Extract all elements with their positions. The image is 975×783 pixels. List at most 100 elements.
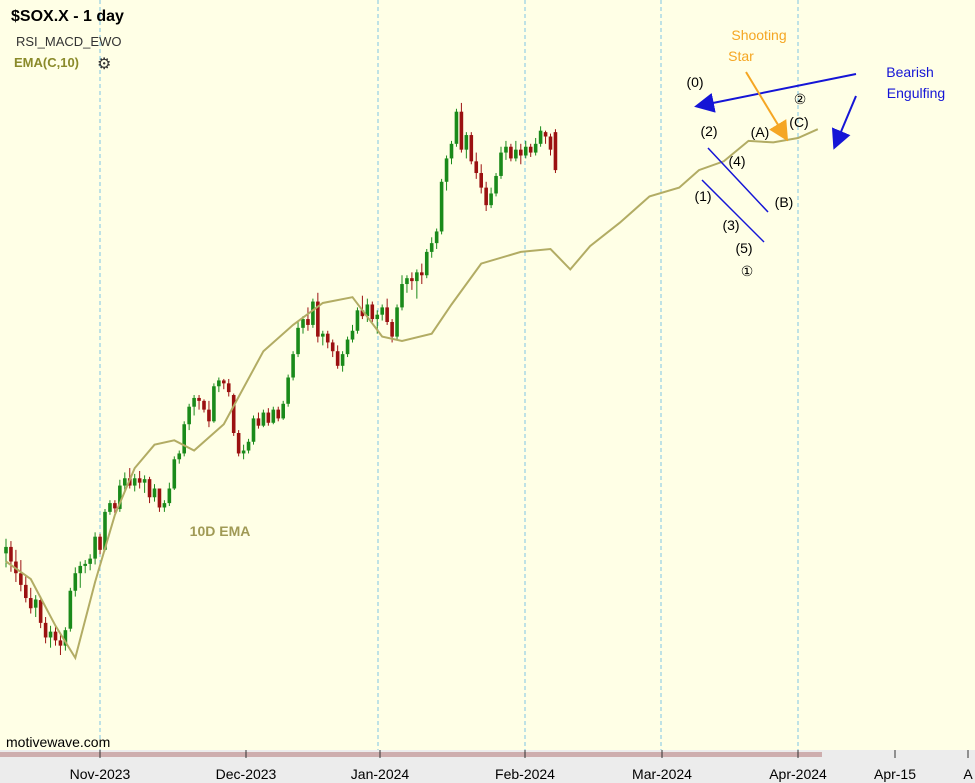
candle-body-32	[162, 503, 167, 508]
candle-body-81	[405, 278, 409, 285]
candle-body-40	[202, 400, 206, 410]
candle-body-3	[19, 573, 23, 585]
gear-icon[interactable]: ⚙	[97, 56, 112, 73]
bearish-label-1: Bearish	[886, 64, 933, 80]
bearish-label-2: Engulfing	[887, 85, 945, 101]
candle-body-10	[53, 631, 58, 641]
candle-body-53	[266, 412, 271, 423]
candle-body-67	[335, 351, 340, 366]
candle-body-15	[78, 565, 83, 574]
candle-body-79	[395, 307, 399, 337]
circle-label-2: ②	[794, 91, 807, 107]
x-tick-label-3: Feb-2024	[495, 766, 555, 782]
candle-body-103	[514, 149, 518, 159]
candle-body-39	[197, 397, 201, 401]
candle-body-38	[192, 397, 196, 407]
candle-body-90	[449, 143, 454, 159]
candle-body-56	[281, 403, 285, 419]
candle-body-30	[152, 488, 157, 498]
candle-body-35	[177, 453, 182, 460]
x-tick-label-6: Apr-15	[874, 766, 916, 782]
wave-label-b: (B)	[775, 194, 794, 210]
wave-label-5: (5)	[735, 240, 752, 256]
volume-strip	[0, 752, 822, 757]
candle-body-97	[484, 187, 488, 206]
candle-body-69	[345, 339, 350, 355]
candle-body-70	[350, 330, 355, 340]
channel-upper-line	[707, 147, 769, 213]
candle-body-4	[24, 584, 28, 599]
candle-body-37	[187, 406, 191, 425]
candle-body-73	[365, 304, 370, 317]
candle-body-14	[73, 573, 78, 591]
wave-channels	[701, 147, 769, 243]
candle-body-12	[63, 630, 68, 646]
candle-body-71	[355, 310, 360, 331]
ema-annotation-label: 10D EMA	[190, 523, 251, 539]
x-axis: Nov-2023 Dec-2023 Jan-2024 Feb-2024 Mar-2024…	[0, 750, 975, 783]
wave-label-1: (1)	[694, 188, 711, 204]
candle-body-99	[494, 175, 498, 194]
candle-body-57	[286, 377, 290, 404]
candle-body-88	[439, 181, 444, 232]
bearish-arrow-left	[694, 73, 857, 113]
candle-body-89	[444, 158, 449, 182]
candle-body-47	[236, 433, 241, 454]
watermark: motivewave.com	[6, 734, 111, 750]
candle-body-87	[434, 231, 439, 244]
wave-label-3: (3)	[722, 217, 739, 233]
candle-body-55	[276, 409, 281, 419]
ema-line	[5, 128, 819, 661]
candle-body-108	[538, 130, 543, 144]
candle-body-80	[400, 284, 404, 308]
wave-label-2: (2)	[700, 123, 717, 139]
candle-body-58	[291, 354, 295, 378]
candle-body-74	[370, 304, 375, 320]
candle-body-36	[182, 424, 186, 454]
candle-body-22	[113, 503, 117, 509]
candle-body-101	[504, 146, 508, 153]
wave-label-4: (4)	[728, 153, 745, 169]
shooting-star-arrow	[745, 71, 789, 142]
candle-body-75	[375, 314, 380, 320]
candle-body-59	[296, 327, 300, 355]
x-tick-label-7: A	[963, 766, 973, 782]
candle-body-109	[543, 132, 548, 137]
candle-body-107	[533, 143, 538, 153]
channel-lower-line	[701, 179, 765, 243]
wave-label-0: (0)	[686, 74, 703, 90]
candle-body-1	[9, 546, 13, 562]
candle-body-63	[316, 301, 320, 337]
candle-body-106	[528, 146, 533, 153]
candle-body-44	[222, 380, 226, 384]
circle-label-1: ①	[741, 263, 754, 279]
candlesticks	[4, 102, 558, 655]
ema-indicator-label[interactable]: EMA(C,10)	[14, 55, 80, 70]
candle-body-76	[380, 307, 384, 315]
gridlines	[99, 0, 799, 750]
shooting-star-label-1: Shooting	[731, 27, 786, 43]
x-tick-label-5: Apr-2024	[769, 766, 827, 782]
candle-body-60	[301, 319, 305, 328]
candle-body-61	[306, 319, 310, 325]
candle-body-82	[410, 278, 414, 282]
candle-body-45	[226, 383, 231, 393]
candle-body-96	[479, 173, 483, 188]
candle-body-52	[261, 412, 266, 426]
candle-body-86	[429, 243, 434, 252]
candle-body-18	[93, 536, 97, 559]
wave-label-c: (C)	[789, 114, 808, 130]
candle-body-19	[98, 536, 102, 550]
indicator-label[interactable]: RSI_MACD_EWO	[16, 34, 122, 49]
candle-body-21	[108, 503, 112, 512]
annotations: (0) (2) (4) (1) (3) (5) ① ② (A) (C) (B) Shooting Sta…	[190, 27, 946, 539]
candle-body-13	[68, 590, 73, 629]
x-tick-label-0: Nov-2023	[70, 766, 131, 782]
candle-body-68	[340, 354, 345, 366]
candle-body-104	[519, 149, 523, 156]
candle-body-100	[499, 152, 503, 176]
candle-body-16	[83, 563, 87, 566]
candle-body-6	[33, 599, 38, 608]
